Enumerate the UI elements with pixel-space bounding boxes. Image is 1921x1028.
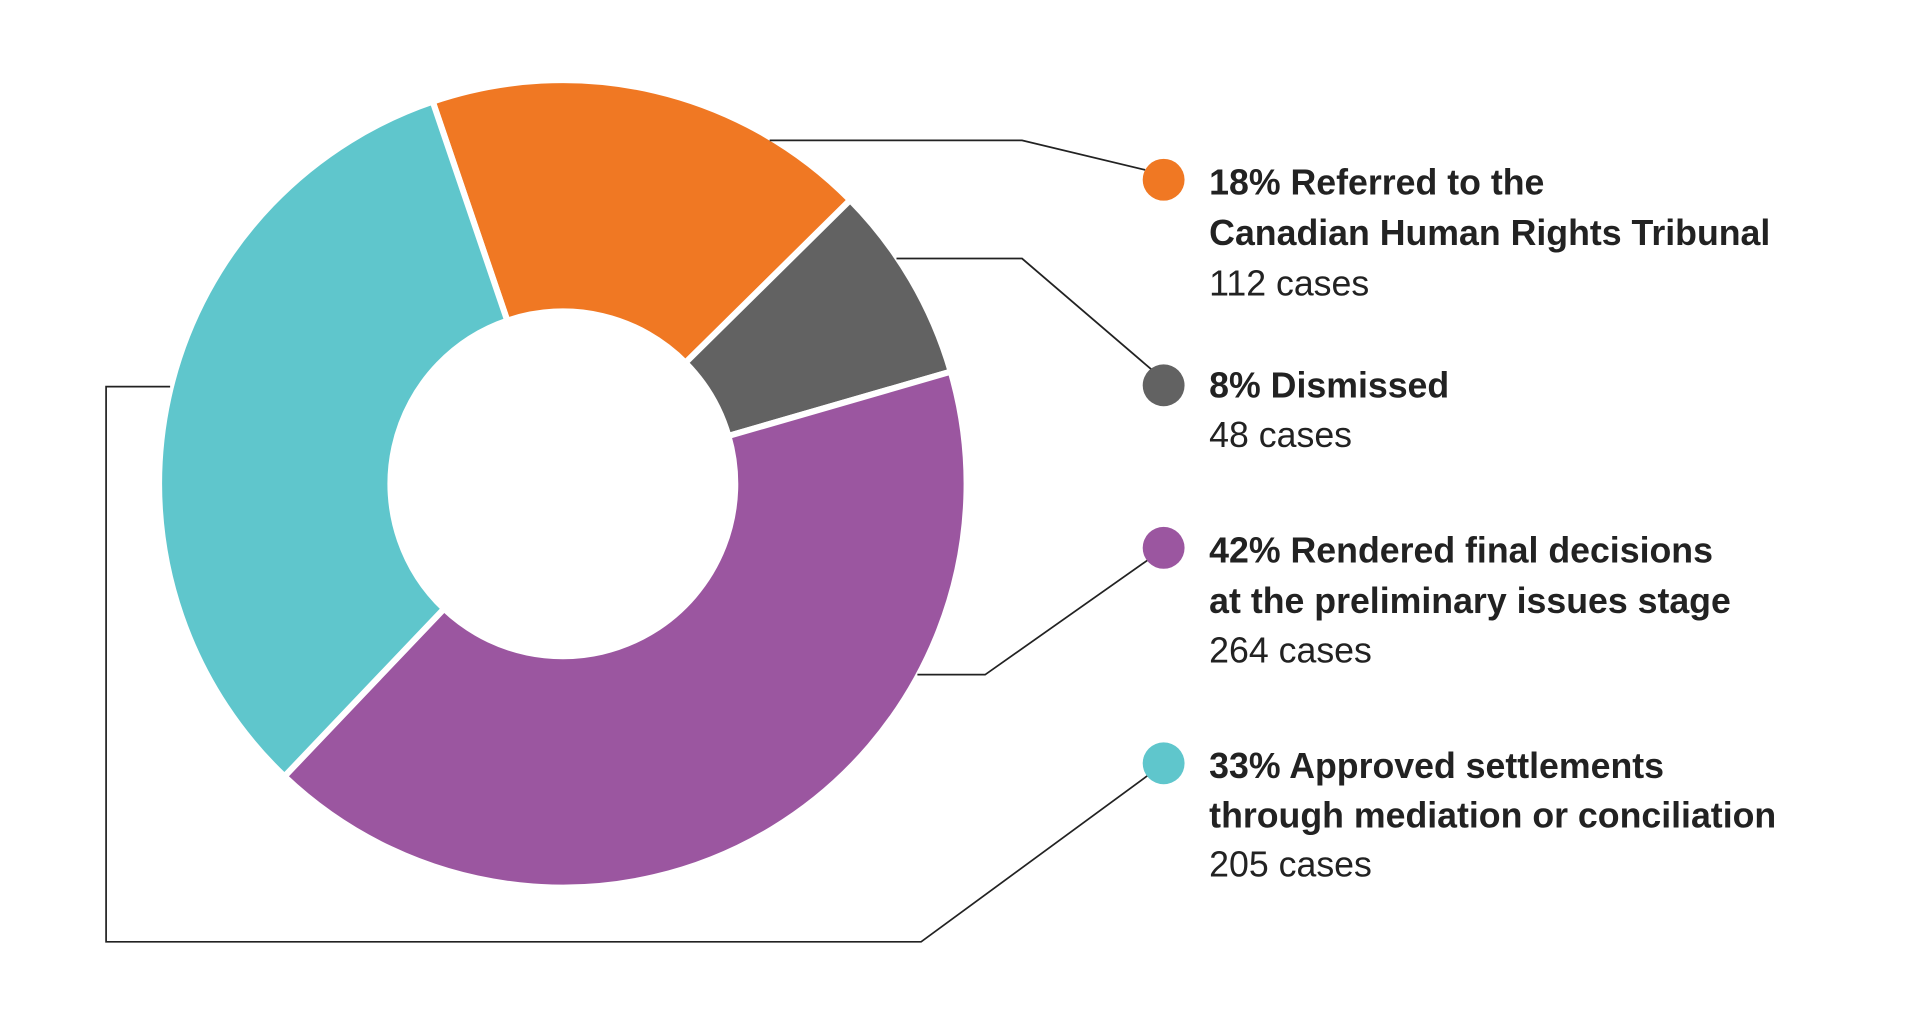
legend-label-line: 18% Referred to the <box>1209 163 1544 203</box>
legend-dot-approved <box>1142 742 1185 785</box>
leader-line-dismissed <box>896 257 1152 370</box>
leader-line-approved <box>105 385 1149 943</box>
legend-label-line: 42% Rendered final decisions <box>1209 531 1713 571</box>
legend-cases: 205 cases <box>1209 845 1372 885</box>
legend-cases: 48 cases <box>1209 415 1352 455</box>
legend-label-line: at the preliminary issues stage <box>1209 581 1731 621</box>
leader-line-referred <box>769 139 1146 171</box>
legend-label-line: 33% Approved settlements <box>1209 746 1664 786</box>
legend-cases: 112 cases <box>1209 263 1369 303</box>
donut-slice-referred <box>428 76 855 368</box>
donut-slice-approved <box>155 97 512 781</box>
legend-item-rendered: 42% Rendered final decisions at the prel… <box>1142 526 1731 670</box>
legend-item-referred: 18% Referred to the Canadian Human Right… <box>1142 158 1770 303</box>
donut-slices <box>155 76 970 891</box>
legend-cases: 264 cases <box>1209 630 1372 670</box>
legend-dot-rendered <box>1142 526 1185 569</box>
donut-slice-rendered <box>280 367 970 891</box>
legend-dot-referred <box>1142 158 1185 201</box>
legend-label-line: 8% Dismissed <box>1209 366 1449 406</box>
legend-label-line: through mediation or conciliation <box>1209 795 1776 835</box>
leader-line-rendered <box>917 559 1149 676</box>
legend-item-approved: 33% Approved settlements through mediati… <box>1142 742 1776 885</box>
legend-item-dismissed: 8% Dismissed 48 cases <box>1142 364 1449 455</box>
legend-dot-dismissed <box>1142 364 1185 407</box>
legend-label-line: Canadian Human Rights Tribunal <box>1209 213 1770 253</box>
donut-slice-dismissed <box>681 195 955 440</box>
